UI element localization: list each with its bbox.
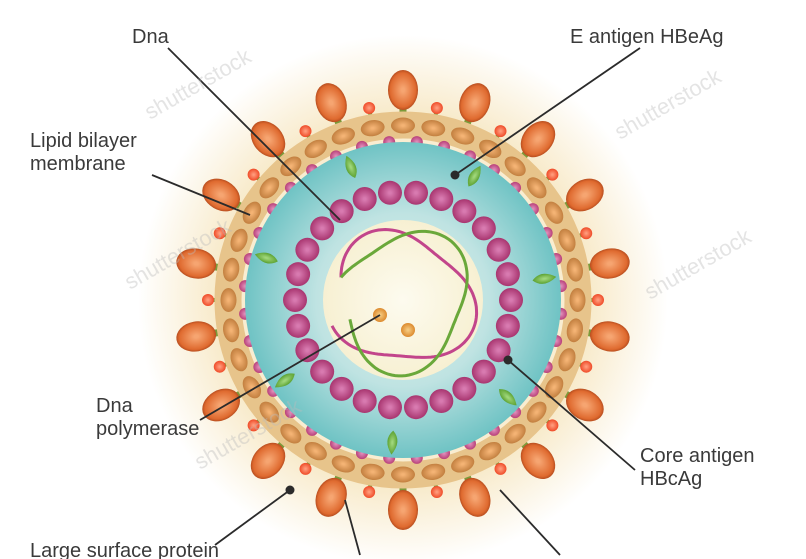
small-protein-head <box>363 102 375 114</box>
large-protein-head <box>388 70 418 110</box>
small-protein-head <box>248 169 260 181</box>
core-antigen-bead <box>452 377 476 401</box>
small-protein-head <box>495 125 507 137</box>
core-antigen-bead <box>429 187 453 211</box>
core-antigen-bead <box>487 238 511 262</box>
core-antigen-bead <box>472 360 496 384</box>
core-antigen-bead <box>499 288 523 312</box>
small-protein-head <box>363 486 375 498</box>
label-core_antigen: Core antigen HBcAg <box>640 445 755 491</box>
leader-dot <box>286 486 295 495</box>
watermark-text: shutterstock <box>610 63 726 144</box>
core-antigen-bead <box>404 181 428 205</box>
small-protein-head <box>300 463 312 475</box>
membrane-bead-outer <box>570 288 586 312</box>
small-protein-head <box>431 102 443 114</box>
label-lipid: Lipid bilayer membrane <box>30 130 137 176</box>
label-dna: Dna <box>132 26 169 49</box>
small-protein-head <box>592 294 604 306</box>
core-antigen-bead <box>286 314 310 338</box>
leader-dot <box>504 356 513 365</box>
core-antigen-bead <box>330 199 354 223</box>
core-antigen-bead <box>452 199 476 223</box>
large-protein-head <box>388 490 418 530</box>
core-antigen-bead <box>295 238 319 262</box>
core-antigen-bead <box>283 288 307 312</box>
membrane-bead-outer <box>391 467 415 483</box>
dna-polymerase-icon <box>401 323 415 337</box>
core-antigen-bead <box>310 360 334 384</box>
core-antigen-bead <box>429 389 453 413</box>
small-protein-head <box>546 169 558 181</box>
small-protein-head <box>546 419 558 431</box>
small-protein-head <box>202 294 214 306</box>
core-antigen-bead <box>496 314 520 338</box>
core-antigen-bead <box>310 216 334 240</box>
label-large_protein: Large surface protein <box>30 540 219 559</box>
core-antigen-bead <box>330 377 354 401</box>
membrane-bead-outer <box>221 288 237 312</box>
core-antigen-bead <box>404 395 428 419</box>
label-e_antigen: E antigen HBeAg <box>570 26 723 49</box>
small-protein-head <box>580 227 592 239</box>
core-antigen-bead <box>378 395 402 419</box>
small-protein-head <box>580 361 592 373</box>
core-antigen-bead <box>496 262 520 286</box>
core-antigen-bead <box>353 389 377 413</box>
core-antigen-bead <box>286 262 310 286</box>
core-antigen-bead <box>353 187 377 211</box>
label-polymerase: Dna polymerase <box>96 395 199 441</box>
small-protein-head <box>495 463 507 475</box>
core-antigen-bead <box>472 216 496 240</box>
small-protein-head <box>300 125 312 137</box>
leader-dot <box>451 171 460 180</box>
small-protein-head <box>431 486 443 498</box>
membrane-bead-outer <box>391 118 415 134</box>
core-antigen-bead <box>295 338 319 362</box>
small-protein-head <box>214 361 226 373</box>
core-antigen-bead <box>378 181 402 205</box>
